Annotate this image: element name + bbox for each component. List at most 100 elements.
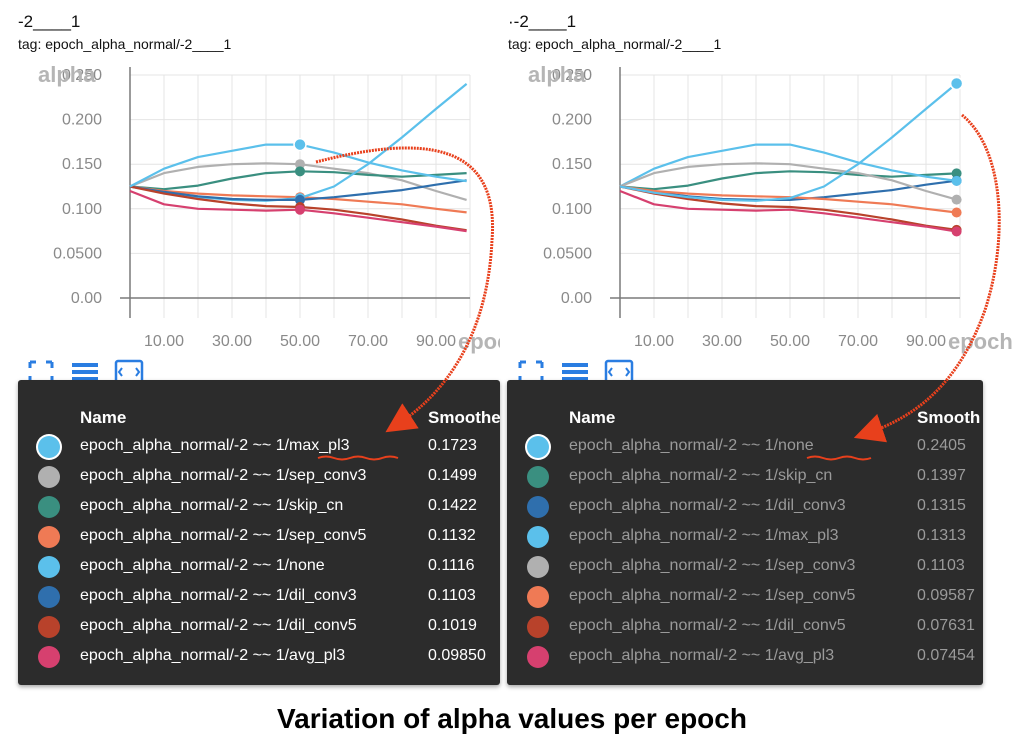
legend-rows: epoch_alpha_normal/-2 ~~ 1/max_pl3 0.1723… [18, 433, 500, 673]
legend-row-name: epoch_alpha_normal/-2 ~~ 1/avg_pl3 [80, 647, 346, 664]
series-color-swatch [527, 556, 549, 578]
legend-header: Name Smoothe [18, 408, 500, 430]
y-tick-label: 0.0500 [53, 245, 102, 262]
y-axis-title: alpha [528, 62, 586, 87]
run-title: -2____1 [18, 12, 81, 31]
legend-row[interactable]: epoch_alpha_normal/-2 ~~ 1/sep_conv3 0.14… [18, 463, 500, 493]
legend-row-value: 0.09850 [428, 647, 486, 664]
series-point-max_pl3 [951, 175, 962, 186]
chart-panel-right: ·-2____1 tag: epoch_alpha_normal/-2____1… [490, 0, 1013, 690]
series-point-avg_pl3 [295, 204, 305, 215]
series-point-none [949, 76, 964, 91]
legend-header-smoothed: Smooth [917, 408, 981, 427]
x-tick-label: 50.00 [770, 333, 810, 350]
y-tick-label: 0.150 [62, 156, 102, 173]
legend-row[interactable]: epoch_alpha_normal/-2 ~~ 1/sep_conv5 0.09… [507, 583, 983, 613]
y-tick-label: 0.250 [62, 67, 102, 84]
legend-row[interactable]: epoch_alpha_normal/-2 ~~ 1/avg_pl3 0.0985… [18, 643, 500, 673]
legend-row-value: 0.1019 [428, 617, 477, 634]
legend-tooltip: Name Smooth epoch_alpha_normal/-2 ~~ 1/n… [507, 380, 983, 685]
x-tick-label: 10.00 [634, 333, 674, 350]
legend-row[interactable]: epoch_alpha_normal/-2 ~~ 1/sep_conv5 0.11… [18, 523, 500, 553]
legend-row-name: epoch_alpha_normal/-2 ~~ 1/sep_conv3 [80, 467, 367, 484]
series-line-max_pl3[interactable] [619, 143, 957, 188]
legend-header-name: Name [80, 408, 127, 427]
series-color-swatch [38, 556, 60, 578]
series-color-swatch [38, 586, 60, 608]
legend-row[interactable]: epoch_alpha_normal/-2 ~~ 1/none 0.1116 [18, 553, 500, 583]
legend-row-value: 0.1315 [917, 497, 966, 514]
toggle-y-log-icon[interactable] [70, 359, 100, 385]
legend-row-value: 0.07631 [917, 617, 975, 634]
legend-row[interactable]: epoch_alpha_normal/-2 ~~ 1/sep_conv3 0.11… [507, 553, 983, 583]
legend-row-name: epoch_alpha_normal/-2 ~~ 1/max_pl3 [569, 527, 839, 544]
x-tick-label: 70.00 [348, 333, 388, 350]
legend-row-name: epoch_alpha_normal/-2 ~~ 1/sep_conv5 [569, 587, 856, 604]
legend-rows: epoch_alpha_normal/-2 ~~ 1/none 0.2405 epo… [507, 433, 983, 673]
legend-row-name: epoch_alpha_normal/-2 ~~ 1/skip_cn [569, 467, 833, 484]
x-tick-label: 50.00 [280, 333, 320, 350]
legend-row[interactable]: epoch_alpha_normal/-2 ~~ 1/dil_conv5 0.07… [507, 613, 983, 643]
legend-row[interactable]: epoch_alpha_normal/-2 ~~ 1/none 0.2405 [507, 433, 983, 463]
line-chart[interactable]: 0.00 0.0500 0.100 0.150 0.200 0.250 10.00 30.00… [0, 55, 500, 355]
x-tick-label: 90.00 [906, 333, 946, 350]
series-point-sep_conv3 [951, 194, 962, 205]
legend-header: Name Smooth [507, 408, 983, 430]
x-tick-label: 90.00 [416, 333, 456, 350]
legend-row[interactable]: epoch_alpha_normal/-2 ~~ 1/max_pl3 0.1723 [18, 433, 500, 463]
y-axis-title: alpha [38, 62, 96, 87]
legend-row-name: epoch_alpha_normal/-2 ~~ 1/dil_conv3 [569, 497, 846, 514]
x-axis-title: epoch [948, 329, 1013, 354]
series-color-swatch [38, 526, 60, 548]
series-color-swatch [527, 586, 549, 608]
legend-row[interactable]: epoch_alpha_normal/-2 ~~ 1/dil_conv5 0.10… [18, 613, 500, 643]
chart-panel-left: -2____1 tag: epoch_alpha_normal/-2____1 … [0, 0, 500, 690]
x-tick-label: 70.00 [838, 333, 878, 350]
series-point-dil_conv3 [295, 194, 305, 205]
toggle-y-log-icon[interactable] [560, 359, 590, 385]
series-point-skip_cn [295, 166, 305, 177]
figure-caption: Variation of alpha values per epoch [277, 703, 747, 734]
legend-row-value: 0.1103 [428, 587, 476, 604]
series-color-swatch [38, 496, 60, 518]
x-tick-label: 30.00 [212, 333, 252, 350]
series-color-swatch [38, 646, 60, 668]
y-tick-label: 0.0500 [543, 245, 592, 262]
legend-row-name: epoch_alpha_normal/-2 ~~ 1/dil_conv3 [80, 587, 357, 604]
legend-row-value: 0.1103 [917, 557, 965, 574]
line-chart[interactable]: 0.00 0.0500 0.100 0.150 0.200 0.250 10.00 30.00… [490, 55, 1020, 355]
legend-row-value: 0.1132 [428, 527, 476, 544]
series-color-swatch [38, 616, 60, 638]
y-tick-label: 0.00 [71, 290, 102, 307]
x-tick-label: 30.00 [702, 333, 742, 350]
legend-header-name: Name [569, 408, 616, 427]
series-line-none[interactable] [619, 82, 958, 202]
legend-row-name: epoch_alpha_normal/-2 ~~ 1/sep_conv3 [569, 557, 856, 574]
legend-row-value: 0.1116 [428, 557, 475, 574]
legend-row[interactable]: epoch_alpha_normal/-2 ~~ 1/skip_cn 0.1422 [18, 493, 500, 523]
series-color-swatch [527, 496, 549, 518]
legend-row-name: epoch_alpha_normal/-2 ~~ 1/avg_pl3 [569, 647, 835, 664]
legend-row-name: epoch_alpha_normal/-2 ~~ 1/skip_cn [80, 497, 344, 514]
legend-row[interactable]: epoch_alpha_normal/-2 ~~ 1/max_pl3 0.1313 [507, 523, 983, 553]
legend-row[interactable]: epoch_alpha_normal/-2 ~~ 1/dil_conv3 0.11… [18, 583, 500, 613]
legend-row-value: 0.1313 [917, 527, 966, 544]
legend-row-name: epoch_alpha_normal/-2 ~~ 1/none [80, 557, 325, 574]
legend-row-value: 0.1397 [917, 467, 966, 484]
y-tick-label: 0.100 [552, 201, 592, 218]
run-tag: tag: epoch_alpha_normal/-2____1 [508, 36, 722, 52]
legend-row-value: 0.1422 [428, 497, 477, 514]
legend-row[interactable]: epoch_alpha_normal/-2 ~~ 1/skip_cn 0.1397 [507, 463, 983, 493]
y-tick-label: 0.250 [552, 67, 592, 84]
run-tag: tag: epoch_alpha_normal/-2____1 [18, 36, 232, 52]
legend-row-value: 0.1723 [428, 437, 477, 454]
legend-row[interactable]: epoch_alpha_normal/-2 ~~ 1/avg_pl3 0.0745… [507, 643, 983, 673]
series-color-swatch [527, 466, 549, 488]
series-point-avg_pl3 [951, 226, 962, 237]
series-point-max_pl3 [293, 137, 307, 152]
legend-row[interactable]: epoch_alpha_normal/-2 ~~ 1/dil_conv3 0.13… [507, 493, 983, 523]
run-title: ·-2____1 [508, 12, 577, 31]
legend-row-value: 0.07454 [917, 647, 975, 664]
series-color-swatch [38, 436, 60, 458]
series-color-swatch [527, 526, 549, 548]
